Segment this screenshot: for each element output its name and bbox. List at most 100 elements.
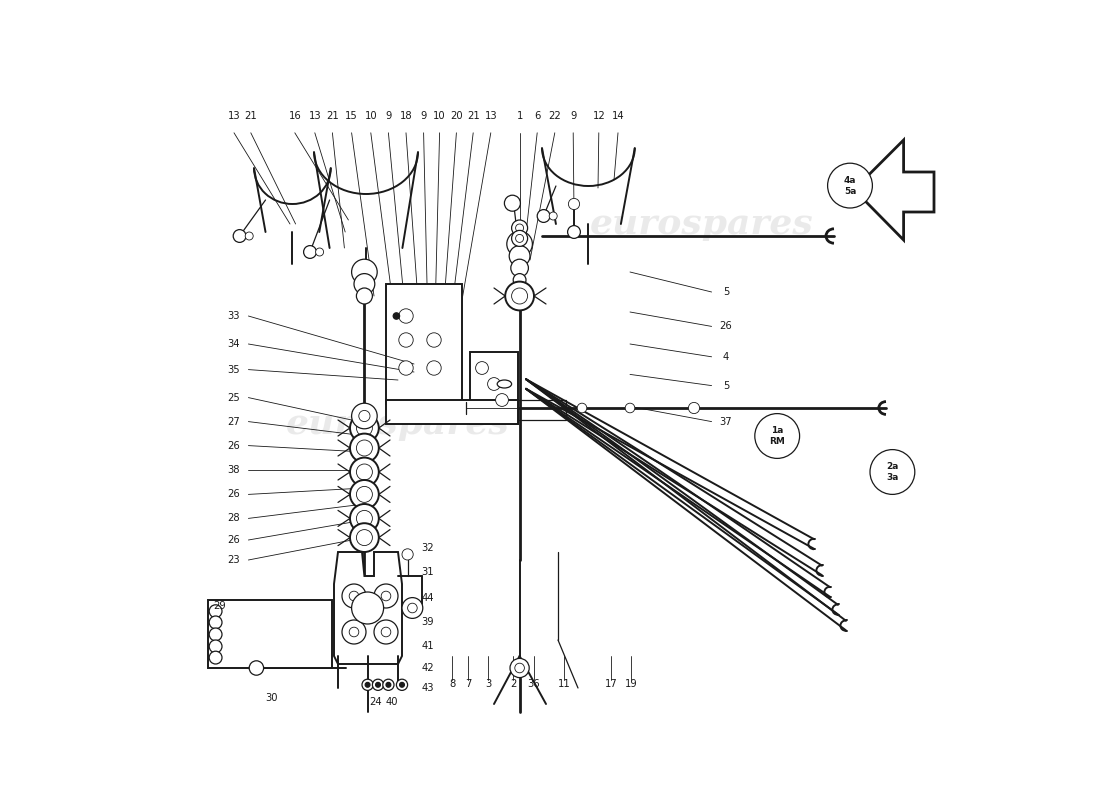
Text: 26: 26	[719, 322, 733, 331]
Circle shape	[365, 682, 370, 687]
Text: 8: 8	[449, 679, 455, 689]
Circle shape	[399, 333, 414, 347]
Text: 15: 15	[345, 111, 358, 121]
Circle shape	[827, 163, 872, 208]
Circle shape	[569, 198, 580, 210]
Circle shape	[209, 605, 222, 618]
Text: 34: 34	[228, 339, 240, 349]
Circle shape	[209, 628, 222, 641]
Circle shape	[396, 679, 408, 690]
Circle shape	[316, 248, 323, 256]
Circle shape	[496, 394, 508, 406]
Circle shape	[349, 627, 359, 637]
Circle shape	[356, 440, 373, 456]
Ellipse shape	[497, 380, 512, 388]
Text: 33: 33	[228, 311, 240, 321]
Text: 7: 7	[465, 679, 472, 689]
Circle shape	[350, 480, 378, 509]
Circle shape	[537, 210, 550, 222]
Circle shape	[402, 598, 422, 618]
Text: 16: 16	[288, 111, 301, 121]
Text: 3: 3	[485, 679, 492, 689]
Polygon shape	[334, 552, 402, 664]
Text: 41: 41	[421, 642, 433, 651]
Text: 40: 40	[385, 698, 398, 707]
Bar	[208, 600, 331, 668]
Text: 29: 29	[213, 602, 226, 611]
Text: 1a
RM: 1a RM	[769, 426, 785, 446]
Circle shape	[689, 402, 700, 414]
Text: 38: 38	[228, 466, 240, 475]
Text: 31: 31	[421, 567, 433, 577]
Circle shape	[386, 682, 390, 687]
Text: 30: 30	[265, 693, 278, 702]
Circle shape	[375, 682, 381, 687]
Text: 9: 9	[570, 111, 576, 121]
Circle shape	[510, 259, 528, 277]
Circle shape	[356, 288, 373, 304]
Circle shape	[350, 504, 378, 533]
Circle shape	[359, 410, 370, 422]
Bar	[470, 352, 518, 424]
Circle shape	[382, 627, 390, 637]
Circle shape	[509, 246, 530, 266]
Circle shape	[356, 530, 373, 546]
Text: 9: 9	[420, 111, 427, 121]
Text: 26: 26	[228, 441, 241, 450]
Circle shape	[342, 584, 366, 608]
Text: 28: 28	[228, 514, 240, 523]
Text: 4: 4	[723, 352, 729, 362]
Circle shape	[870, 450, 915, 494]
Circle shape	[515, 663, 525, 673]
Text: 13: 13	[308, 111, 321, 121]
Circle shape	[245, 232, 253, 240]
Circle shape	[373, 679, 384, 690]
Text: 23: 23	[228, 555, 240, 565]
Text: 12: 12	[593, 111, 605, 121]
Circle shape	[342, 620, 366, 644]
Circle shape	[382, 591, 390, 601]
Text: 26: 26	[228, 490, 241, 499]
Circle shape	[393, 313, 399, 319]
Text: 5: 5	[723, 381, 729, 390]
Circle shape	[512, 220, 528, 236]
Circle shape	[399, 309, 414, 323]
Text: 43: 43	[421, 683, 433, 693]
Text: 2a
3a: 2a 3a	[887, 462, 899, 482]
Text: 39: 39	[421, 618, 433, 627]
Bar	[386, 284, 462, 404]
Bar	[518, 400, 567, 420]
Text: 10: 10	[364, 111, 377, 121]
Circle shape	[625, 403, 635, 413]
Circle shape	[512, 230, 528, 246]
Circle shape	[578, 403, 586, 413]
Circle shape	[512, 288, 528, 304]
Circle shape	[209, 640, 222, 653]
Circle shape	[510, 658, 529, 678]
Text: 25: 25	[228, 393, 241, 402]
Circle shape	[356, 464, 373, 480]
Circle shape	[209, 651, 222, 664]
Circle shape	[399, 361, 414, 375]
Text: 27: 27	[228, 417, 241, 426]
Circle shape	[516, 234, 524, 242]
Circle shape	[402, 549, 414, 560]
Text: 21: 21	[326, 111, 339, 121]
Circle shape	[408, 603, 417, 613]
Circle shape	[209, 616, 222, 629]
Circle shape	[505, 282, 534, 310]
Circle shape	[352, 592, 384, 624]
Text: 36: 36	[528, 679, 540, 689]
Polygon shape	[854, 140, 934, 240]
Circle shape	[362, 679, 373, 690]
Circle shape	[568, 226, 581, 238]
Text: 22: 22	[549, 111, 561, 121]
Circle shape	[350, 414, 378, 442]
Text: 44: 44	[421, 594, 433, 603]
Text: 35: 35	[228, 365, 240, 374]
Circle shape	[427, 361, 441, 375]
Circle shape	[374, 620, 398, 644]
Text: 19: 19	[625, 679, 637, 689]
Circle shape	[505, 195, 520, 211]
Text: 26: 26	[228, 535, 241, 545]
